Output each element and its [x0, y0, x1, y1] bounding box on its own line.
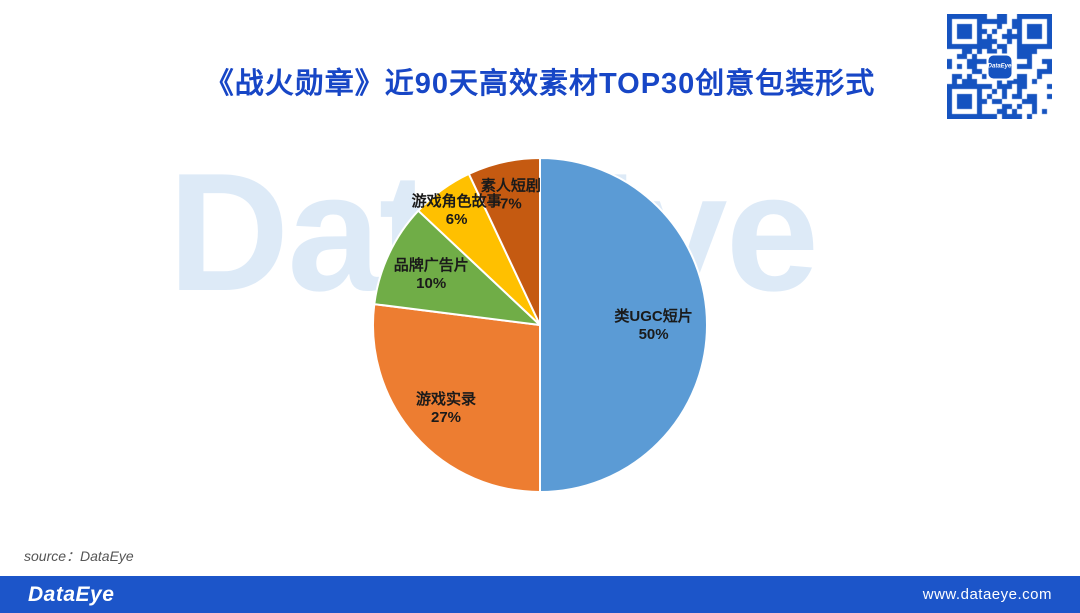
pie-slice-brand-ad-film — [373, 209, 541, 326]
source-note: source：DataEye — [24, 548, 134, 564]
pie-slice-amateur-short-drama — [467, 157, 541, 326]
qr-center-logo: DataEye — [986, 53, 1013, 80]
dataeye-logo: DataEye — [28, 582, 115, 606]
pie-chart: 类UGC短片 50% 游戏实录 27% 品牌广告片 10% 游戏角色故事 6%素人短剧 7% — [371, 157, 708, 493]
qr-center-logo-text: DataEye — [988, 55, 1011, 78]
pie-slice-ugc-style-short-video — [539, 157, 708, 493]
pie-label-amateur-short-drama: 素人短剧 7% — [481, 177, 541, 213]
qr-code: DataEye — [947, 14, 1052, 119]
page-title: 《战火勋章》近90天高效素材TOP30创意包装形式 — [204, 68, 876, 100]
pie-label-brand-ad-film: 品牌广告片 10% — [394, 256, 469, 292]
footer-website-url: www.dataeye.com — [922, 586, 1052, 603]
pie-slice-gameplay-recording — [371, 303, 541, 493]
pie-chart-area: 类UGC短片 50% 游戏实录 27% 品牌广告片 10% 游戏角色故事 6% 素人短剧 7% — [355, 140, 725, 510]
pie-label-ugc-style-short-video: 类UGC短片 50% — [614, 307, 692, 343]
footer-bar: DataEye www.dataeye.com — [0, 576, 1080, 613]
pie-label-gameplay-recording: 游戏实录 27% — [416, 390, 476, 426]
pie-label-game-character-story: 游戏角色故事 6% — [412, 192, 502, 228]
